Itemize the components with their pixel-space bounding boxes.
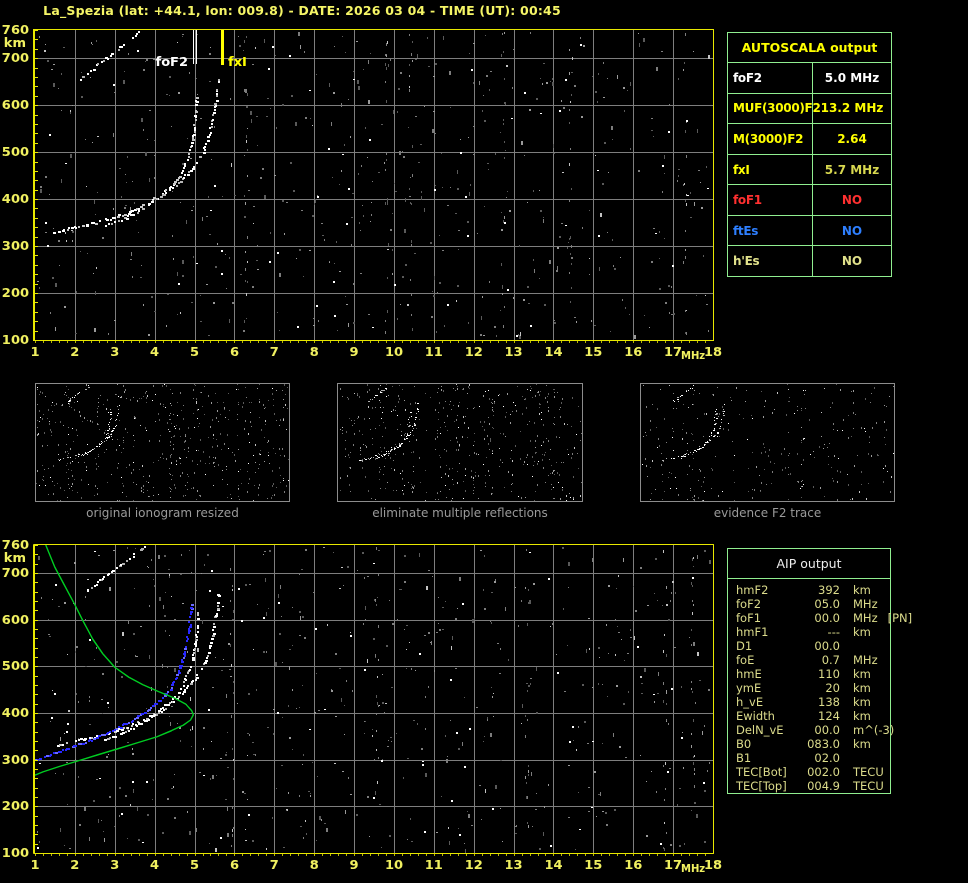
aip-row-3: foF1 00.0 MHz [PN] xyxy=(736,611,912,626)
autoscala-param-label: M(3000)F2 xyxy=(728,124,813,154)
aip-row-6: foE 0.7 MHz xyxy=(736,654,890,668)
aip-param-name: Ewidth xyxy=(736,709,775,723)
bottom-ionogram-canvas xyxy=(0,540,740,883)
aip-param-name: hmF1 xyxy=(736,625,769,639)
aip-row-7: hmE 110 km xyxy=(736,668,890,682)
page-title: La_Spezia (lat: +44.1, lon: 009.8) - DAT… xyxy=(43,3,561,18)
autoscala-row-6: ftEs NO xyxy=(728,215,891,247)
aip-param-unit: TECU xyxy=(853,779,884,793)
autoscala-param-label: foF1 xyxy=(728,185,813,215)
autoscala-param-label: h'Es xyxy=(728,246,813,277)
aip-param-unit: m^(-3) xyxy=(853,723,895,737)
aip-row-15: TEC[Top] 004.9 TECU xyxy=(736,780,890,794)
aip-table-body: hmF2 392 km foF2 05.0 MHz foF1 00.0 MHz [PN] hmF1 -… xyxy=(728,579,912,794)
thumbnail-evidence-f2-trace xyxy=(640,383,895,502)
aip-param-unit: MHz xyxy=(853,653,878,667)
aip-param-name: foE xyxy=(736,653,755,667)
aip-param-name: D1 xyxy=(736,639,753,653)
aip-row-5: D1 00.0 xyxy=(736,640,890,654)
autoscala-param-value: NO xyxy=(841,254,863,269)
autoscala-row-4: fxI 5.7 MHz xyxy=(728,154,891,186)
aip-param-unit: TECU xyxy=(853,765,884,779)
aip-param-name: TEC[Top] xyxy=(736,779,787,793)
aip-row-4: hmF1 --- km xyxy=(736,626,890,640)
aip-row-1: hmF2 392 km xyxy=(736,584,890,598)
aip-param-name: hmF2 xyxy=(736,583,769,597)
aip-param-value: 002.0 xyxy=(807,765,840,779)
aip-row-11: DelN_vE 00.0 m^(-3) xyxy=(736,723,894,738)
aip-row-8: ymE 20 km xyxy=(736,682,890,696)
thumbnail-eliminate-reflections xyxy=(337,383,583,502)
aip-param-value: 05.0 xyxy=(814,597,840,611)
aip-param-value: --- xyxy=(827,625,840,639)
aip-param-name: ymE xyxy=(736,681,762,695)
autoscala-param-value: 5.0 MHz xyxy=(824,70,880,85)
autoscala-param-value: 2.64 xyxy=(837,131,867,146)
autoscala-param-label: foF2 xyxy=(728,63,813,93)
aip-param-value: 20 xyxy=(825,681,840,695)
autoscala-row-7: h'Es NO xyxy=(728,246,891,277)
thumbnail-caption-1: original ionogram resized xyxy=(86,506,239,520)
aip-param-value: 124 xyxy=(818,709,840,723)
aip-param-unit: MHz xyxy=(853,611,878,625)
top-ionogram-canvas xyxy=(0,25,740,375)
autoscala-row-2: MUF(3000)F2 13.2 MHz xyxy=(728,93,891,125)
aip-param-unit: MHz xyxy=(853,597,878,611)
aip-row-2: foF2 05.0 MHz xyxy=(736,598,890,612)
autoscala-table-title: AUTOSCALA output xyxy=(728,33,891,63)
autoscala-param-value: NO xyxy=(841,193,863,208)
autoscala-output-table: AUTOSCALA output foF2 5.0 MHz MUF(3000)F2 1… xyxy=(727,32,892,277)
aip-param-value: 00.0 xyxy=(814,639,840,653)
aip-param-value: 083.0 xyxy=(807,737,840,751)
aip-param-value: 004.9 xyxy=(807,779,840,793)
aip-param-value: 392 xyxy=(818,583,840,597)
aip-param-name: hmE xyxy=(736,667,762,681)
aip-param-unit: km xyxy=(853,681,871,695)
autoscala-row-3: M(3000)F2 2.64 xyxy=(728,124,891,155)
aip-param-unit: km xyxy=(853,667,871,681)
aip-param-name: B1 xyxy=(736,751,752,765)
aip-param-unit: km xyxy=(853,695,871,709)
autoscala-param-label: fxI xyxy=(728,154,813,185)
autoscala-param-value: NO xyxy=(841,223,863,238)
autoscala-row-1: foF2 5.0 MHz xyxy=(728,63,891,94)
aip-param-unit: km xyxy=(853,709,871,723)
aip-table-title: AIP output xyxy=(728,549,890,579)
aip-row-9: h_vE 138 km xyxy=(736,696,890,710)
aip-param-name: TEC[Bot] xyxy=(736,765,787,779)
aip-param-value: 138 xyxy=(818,695,840,709)
thumbnail-original-ionogram xyxy=(35,383,290,502)
thumbnail-caption-2: eliminate multiple reflections xyxy=(372,506,548,520)
aip-output-table: AIP output hmF2 392 km foF2 05.0 MHz foF1 00.0 M… xyxy=(727,548,912,794)
aip-param-unit: km xyxy=(853,625,871,639)
aip-param-value: 00.0 xyxy=(814,611,840,625)
aip-param-value: 00.0 xyxy=(814,723,840,737)
aip-param-value: 110 xyxy=(818,667,840,681)
aip-row-10: Ewidth 124 km xyxy=(736,710,890,724)
thumbnail-caption-3: evidence F2 trace xyxy=(713,506,822,520)
aip-param-name: foF2 xyxy=(736,597,762,611)
aip-param-unit: km xyxy=(853,737,871,751)
aip-param-value: 02.0 xyxy=(814,751,840,765)
aip-param-value: 0.7 xyxy=(821,653,840,667)
aip-param-name: h_vE xyxy=(736,695,764,709)
aip-row-13: B1 02.0 xyxy=(736,752,890,766)
aip-param-name: B0 xyxy=(736,737,752,751)
aip-row-14: TEC[Bot] 002.0 TECU xyxy=(736,766,890,780)
aip-param-name: foF1 xyxy=(736,611,762,625)
aip-param-name: DelN_vE xyxy=(736,723,784,737)
autoscala-param-label: ftEs xyxy=(728,215,813,246)
autoscala-param-label: MUF(3000)F2 xyxy=(728,93,821,124)
autoscala-row-5: foF1 NO xyxy=(728,185,891,216)
aip-param-unit: km xyxy=(853,583,871,597)
autoscala-param-value: 13.2 MHz xyxy=(820,101,884,116)
aip-row-12: B0 083.0 km xyxy=(736,738,890,752)
autoscala-param-value: 5.7 MHz xyxy=(824,162,880,177)
aip-param-note: [PN] xyxy=(887,611,913,625)
